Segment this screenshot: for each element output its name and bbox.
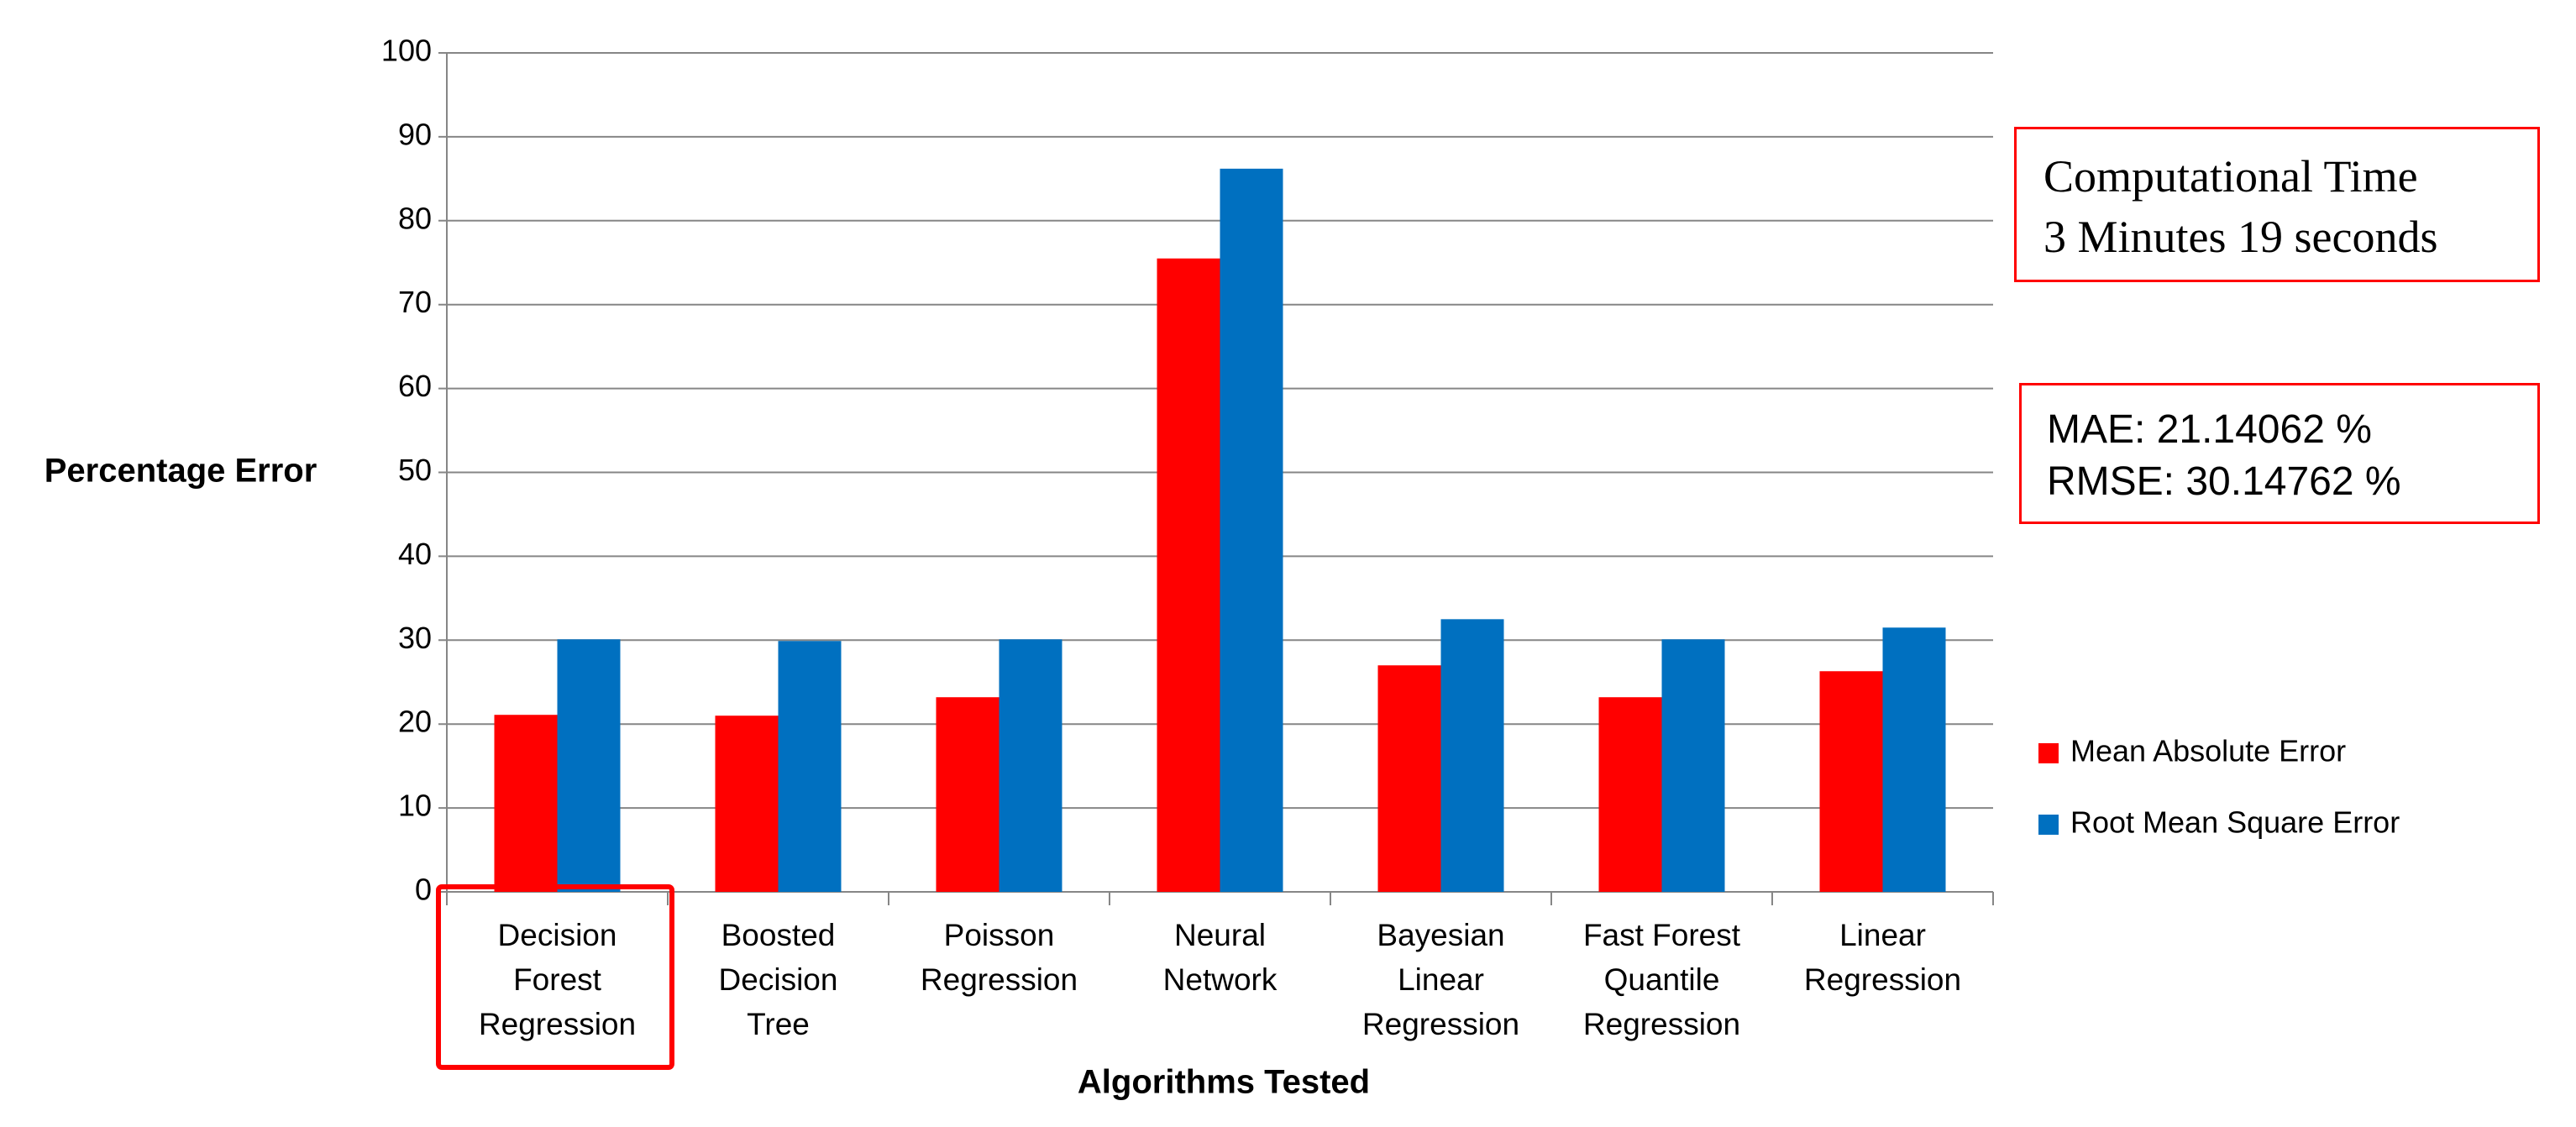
x-tick-label: Neural Network (1162, 918, 1278, 997)
bar (1157, 258, 1220, 892)
y-tick-label: 50 (398, 453, 432, 487)
y-tick-label: 100 (381, 34, 432, 68)
x-axis-title: Algorithms Tested (1078, 1064, 1370, 1101)
legend-swatch (2038, 743, 2059, 763)
y-axis-title: Percentage Error (45, 453, 317, 490)
x-tick-label: Decision Forest Regression (478, 918, 637, 1041)
bar (1661, 639, 1725, 892)
bar (999, 639, 1062, 892)
y-tick-label: 30 (398, 621, 432, 655)
legend-swatch (2038, 815, 2059, 835)
x-tick-label: Fast Forest Quantile Regression (1582, 918, 1741, 1041)
y-tick-label: 0 (415, 873, 432, 907)
x-tick-label: Poisson Regression (920, 918, 1078, 997)
bar (1377, 665, 1441, 892)
y-tick-label: 70 (398, 285, 432, 319)
x-tick-label: Boosted Decision Tree (718, 918, 838, 1041)
highlight-box (436, 884, 674, 1070)
y-tick-label: 80 (398, 201, 432, 235)
y-tick-label: 40 (398, 537, 432, 571)
legend-label: Root Mean Square Error (2070, 805, 2400, 840)
y-tick-label: 90 (398, 117, 432, 151)
bar (1882, 627, 1946, 892)
y-tick-label: 10 (398, 789, 432, 823)
bar (1819, 671, 1883, 892)
annotation-box: Computational Time 3 Minutes 19 seconds (2014, 127, 2540, 282)
legend-label: Mean Absolute Error (2070, 734, 2346, 768)
bar (1598, 697, 1662, 892)
x-tick-label: Bayesian Linear Regression (1361, 918, 1520, 1041)
annotation-box: MAE: 21.14062 % RMSE: 30.14762 % (2019, 383, 2540, 524)
bar (778, 641, 842, 892)
bar (936, 697, 999, 892)
bar (494, 715, 558, 892)
y-tick-label: 20 (398, 705, 432, 739)
bar (715, 716, 779, 892)
x-tick-label: Linear Regression (1803, 918, 1962, 997)
bar (1440, 619, 1504, 892)
bar (557, 639, 621, 892)
y-tick-label: 60 (398, 369, 432, 403)
bar (1220, 168, 1283, 892)
